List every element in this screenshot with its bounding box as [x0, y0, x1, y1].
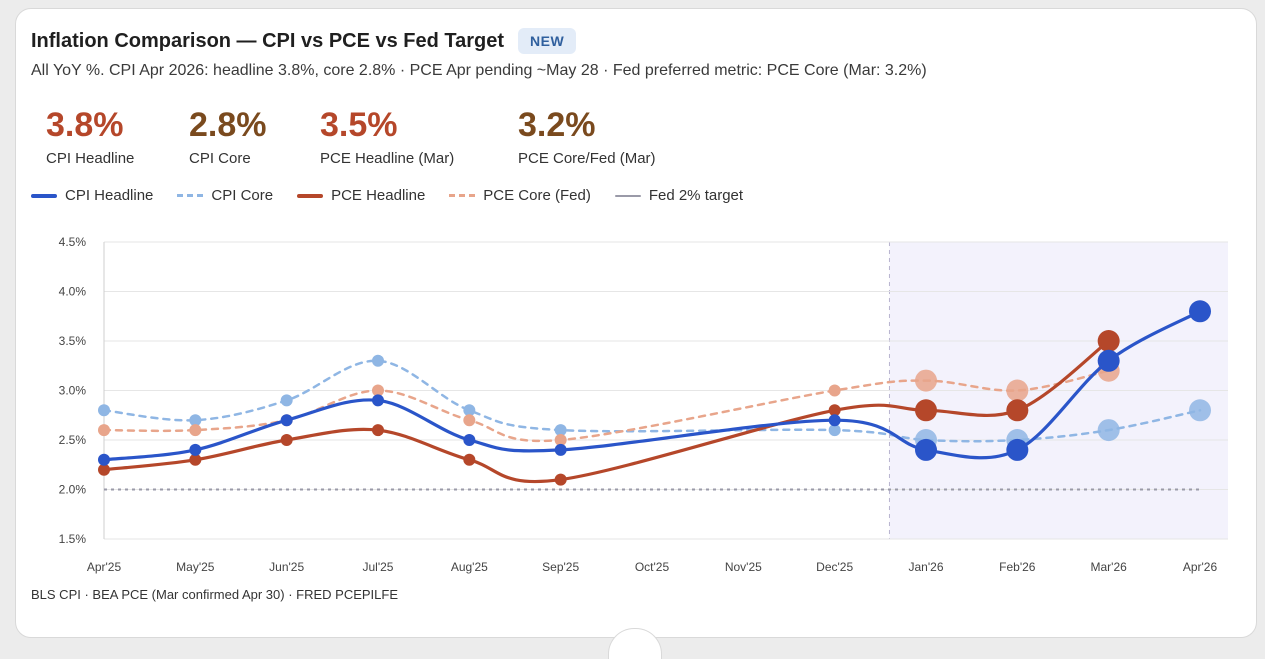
data-point-cpi-core [1189, 399, 1211, 422]
series-line-pce-core-fed [102, 369, 1110, 443]
series-line-cpi-headline [102, 309, 1202, 462]
data-point-pce-headline [1097, 330, 1120, 352]
title-row: Inflation Comparison — CPI vs PCE vs Fed… [31, 28, 577, 54]
kpi-cpi-headline: 3.8% CPI Headline [46, 106, 134, 167]
legend-item-cpi-core[interactable]: CPI Core [177, 187, 273, 204]
data-point-cpi-headline [280, 414, 293, 427]
x-tick-label: Mar'26 [1091, 560, 1128, 574]
x-tick-label: Apr'25 [87, 560, 122, 574]
data-point-pce-headline [1006, 399, 1029, 422]
chart-legend: CPI Headline CPI Core PCE Headline PCE C… [31, 187, 767, 204]
kpi-label: CPI Headline [46, 150, 135, 167]
data-point-cpi-headline [1189, 300, 1211, 323]
data-point-pce-headline [98, 463, 110, 476]
data-point-pce-core-fed [554, 434, 567, 446]
data-point-pce-headline [372, 424, 384, 437]
series-line-pce-headline [102, 339, 1111, 484]
data-point-pce-core-fed [1006, 379, 1029, 402]
kpi-pce-headline: 3.5% PCE Headline (Mar) [320, 106, 454, 167]
y-tick-label: 1.5% [59, 532, 87, 546]
legend-swatch [449, 194, 476, 197]
x-tick-label: Jun'25 [269, 560, 304, 574]
data-point-cpi-headline [828, 414, 841, 427]
data-point-cpi-core [554, 424, 567, 437]
data-point-pce-headline [915, 399, 937, 422]
data-point-cpi-headline [915, 438, 937, 461]
data-point-cpi-headline [1006, 438, 1029, 461]
x-tick-label: Apr'26 [1183, 560, 1218, 574]
y-tick-label: 2.5% [59, 433, 87, 447]
data-point-cpi-headline [554, 443, 567, 456]
data-point-pce-headline [280, 434, 293, 446]
legend-swatch [614, 194, 641, 197]
data-point-cpi-core [98, 404, 110, 417]
x-tick-label: Sep'25 [542, 560, 579, 574]
data-point-cpi-headline [372, 394, 384, 407]
kpi-value: 3.8% [46, 106, 124, 144]
data-point-pce-headline [463, 453, 476, 466]
data-point-pce-core-fed [189, 424, 202, 437]
data-point-cpi-core [828, 424, 841, 437]
y-tick-label: 4.0% [59, 285, 87, 299]
data-point-cpi-headline [98, 453, 110, 466]
legend-swatch [177, 194, 204, 197]
data-point-pce-core-fed [463, 414, 476, 427]
kpi-label: PCE Core/Fed (Mar) [518, 150, 656, 167]
data-point-pce-headline [828, 404, 841, 417]
x-tick-label: Oct'25 [635, 560, 670, 574]
legend-item-cpi-headline[interactable]: CPI Headline [31, 187, 153, 204]
data-point-pce-core-fed [915, 369, 937, 392]
x-tick-label: Jan'26 [909, 560, 944, 574]
data-point-cpi-core [280, 394, 293, 407]
kpi-label: CPI Core [189, 150, 251, 167]
legend-label: CPI Core [211, 187, 274, 204]
kpi-cpi-core: 2.8% CPI Core [189, 106, 267, 167]
legend-label: Fed 2% target [648, 187, 744, 204]
data-point-pce-core-fed [98, 424, 110, 437]
source-note: BLS CPI · BEA PCE (Mar confirmed Apr 30)… [31, 587, 398, 602]
data-point-cpi-headline [463, 434, 476, 446]
data-point-cpi-core [372, 354, 384, 367]
x-tick-label: Feb'26 [999, 560, 1036, 574]
x-tick-label: Jul'25 [363, 560, 394, 574]
y-tick-label: 3.0% [59, 384, 87, 398]
legend-label: PCE Core (Fed) [483, 187, 591, 204]
kpi-pce-core: 3.2% PCE Core/Fed (Mar) [518, 106, 656, 167]
data-point-pce-headline [189, 453, 202, 466]
legend-swatch [31, 193, 57, 198]
legend-item-pce-core[interactable]: PCE Core (Fed) [449, 187, 591, 204]
legend-label: CPI Headline [65, 187, 154, 204]
data-point-cpi-headline [189, 443, 202, 456]
legend-item-pce-headline[interactable]: PCE Headline [297, 187, 425, 204]
series-line-cpi-core [102, 359, 1202, 443]
kpi-value: 3.5% [320, 106, 398, 144]
kpi-value: 3.2% [518, 106, 596, 144]
y-tick-label: 4.5% [59, 235, 87, 249]
chart-subtitle: All YoY %. CPI Apr 2026: headline 3.8%, … [31, 62, 927, 79]
y-tick-label: 2.0% [59, 483, 87, 497]
x-tick-label: Nov'25 [725, 560, 762, 574]
kpi-label: PCE Headline (Mar) [320, 150, 455, 167]
data-point-cpi-core [1097, 419, 1120, 442]
legend-label: PCE Headline [331, 187, 426, 204]
new-badge: NEW [518, 28, 577, 54]
data-point-pce-core-fed [372, 384, 384, 397]
x-tick-label: May'25 [176, 560, 215, 574]
y-tick-label: 3.5% [59, 334, 87, 348]
kpi-value: 2.8% [189, 106, 267, 144]
data-point-pce-core-fed [828, 384, 841, 397]
data-point-pce-headline [554, 473, 567, 486]
data-point-cpi-core [189, 414, 202, 427]
x-tick-label: Aug'25 [451, 560, 488, 574]
legend-swatch [297, 193, 324, 198]
x-tick-label: Dec'25 [816, 560, 853, 574]
legend-item-fed-target[interactable]: Fed 2% target [614, 187, 744, 204]
chart-title: Inflation Comparison — CPI vs PCE vs Fed… [31, 29, 505, 52]
data-point-cpi-core [463, 404, 476, 417]
data-point-cpi-headline [1097, 349, 1120, 372]
